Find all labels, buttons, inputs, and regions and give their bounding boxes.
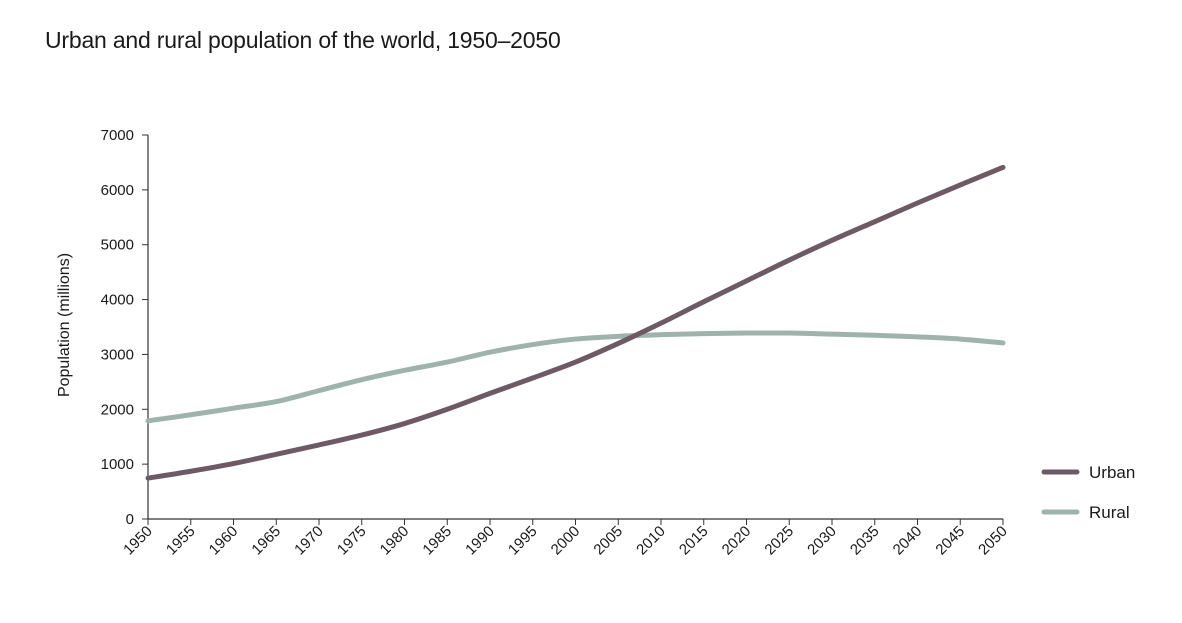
series-layer (145, 164, 1006, 481)
x-tick-label: 2035 (847, 523, 883, 559)
x-tick-label: 1965 (248, 523, 284, 559)
x-ticks: 1950 1955 1960 1965 1970 1975 1980 1985 1990 1995… (120, 519, 1011, 558)
y-ticks: 0 1000 2000 3000 4000 5000 6000 7000 (101, 127, 148, 528)
x-tick-label: 1975 (334, 523, 370, 559)
x-tick-label: 2040 (890, 523, 926, 559)
y-tick-label: 5000 (101, 237, 134, 254)
x-tick-label: 2030 (804, 523, 840, 559)
y-tick-label: 7000 (101, 127, 134, 144)
x-tick-label: 2005 (590, 523, 626, 559)
x-tick-label: 1980 (377, 523, 413, 559)
y-tick-label: 0 (126, 511, 134, 528)
x-tick-label: 2025 (761, 523, 797, 559)
x-tick-label: 1960 (206, 523, 242, 559)
y-tick-label: 4000 (101, 292, 134, 309)
x-tick-label: 1985 (419, 523, 455, 559)
x-tick-label: 1955 (163, 523, 199, 559)
y-tick-label: 6000 (101, 182, 134, 199)
series-line-urban (145, 164, 1006, 481)
x-tick-label: 1970 (291, 523, 327, 559)
axes (147, 135, 1003, 520)
x-tick-label: 2050 (975, 523, 1011, 559)
x-tick-label: 2045 (932, 523, 968, 559)
x-tick-label: 2000 (548, 523, 584, 559)
x-tick-label: 2010 (633, 523, 669, 559)
x-tick-label: 1995 (505, 523, 541, 559)
x-tick-label: 2015 (676, 523, 712, 559)
y-tick-label: 3000 (101, 346, 134, 363)
chart-title: Urban and rural population of the world,… (45, 27, 561, 53)
x-tick-label: 1950 (120, 523, 156, 559)
legend-label-urban: Urban (1089, 463, 1135, 482)
y-tick-label: 1000 (101, 456, 134, 473)
y-tick-label: 2000 (101, 401, 134, 418)
series-line-rural (145, 330, 1006, 424)
x-tick-label: 2020 (719, 523, 755, 559)
legend: Urban Rural (1041, 463, 1135, 522)
x-tick-label: 1990 (462, 523, 498, 559)
y-axis-title: Population (millions) (56, 253, 73, 397)
legend-label-rural: Rural (1089, 503, 1130, 522)
